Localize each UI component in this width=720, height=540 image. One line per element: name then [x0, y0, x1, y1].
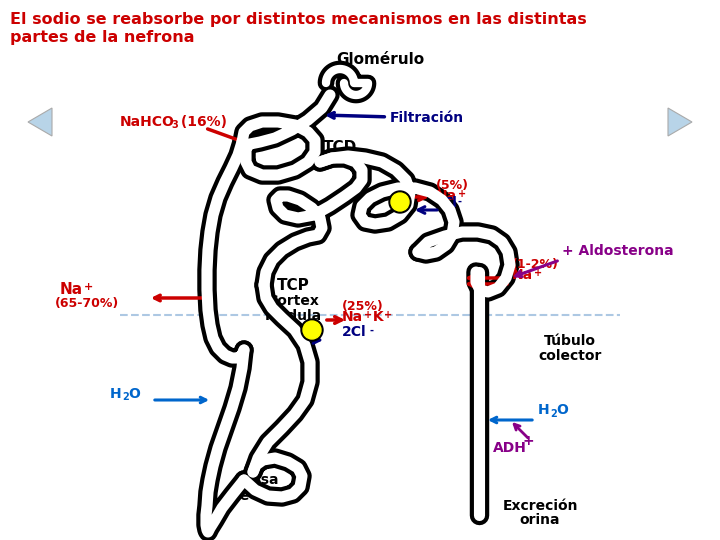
Circle shape	[301, 319, 323, 341]
Text: Cl: Cl	[442, 196, 457, 210]
Text: El sodio se reabsorbe por distintos mecanismos en las distintas: El sodio se reabsorbe por distintos meca…	[10, 12, 587, 27]
Text: +: +	[534, 268, 542, 278]
Polygon shape	[668, 108, 692, 136]
Text: (16%): (16%)	[176, 115, 227, 129]
Text: 2: 2	[122, 392, 129, 402]
Circle shape	[391, 193, 409, 211]
Text: orina: orina	[520, 513, 560, 527]
Text: TCP: TCP	[276, 278, 310, 293]
Text: +: +	[458, 189, 466, 199]
Text: Na: Na	[512, 268, 533, 282]
Text: K: K	[368, 310, 384, 324]
Text: TCD: TCD	[323, 140, 357, 156]
Text: Glomérulo: Glomérulo	[336, 52, 424, 68]
Text: O: O	[128, 387, 140, 401]
Text: (5%): (5%)	[436, 179, 469, 192]
Text: Filtración: Filtración	[328, 111, 464, 125]
Text: O: O	[556, 403, 568, 417]
Text: Na: Na	[342, 310, 363, 324]
Text: Excreción: Excreción	[503, 499, 577, 513]
Text: +: +	[84, 282, 94, 292]
Text: colector: colector	[539, 349, 602, 363]
Text: 2Cl: 2Cl	[342, 325, 366, 339]
Text: Na: Na	[436, 189, 457, 203]
Text: partes de la nefrona: partes de la nefrona	[10, 30, 194, 45]
Text: Médula: Médula	[264, 309, 322, 323]
Text: + Aldosterona: + Aldosterona	[562, 244, 674, 258]
Text: 3: 3	[171, 120, 178, 130]
Circle shape	[389, 191, 411, 213]
Text: (65-70%): (65-70%)	[55, 298, 120, 310]
Text: Cortex: Cortex	[267, 294, 319, 308]
Text: +: +	[364, 310, 372, 320]
Text: -: -	[458, 197, 462, 207]
Text: 2: 2	[550, 409, 557, 419]
Text: (1-2%): (1-2%)	[512, 258, 559, 271]
Text: Túbulo: Túbulo	[544, 334, 596, 348]
Text: Na: Na	[60, 282, 83, 298]
Text: +: +	[384, 310, 392, 320]
Text: Asa
de Henle: Asa de Henle	[230, 473, 300, 503]
Text: H: H	[110, 387, 122, 401]
Text: -: -	[369, 326, 373, 336]
Circle shape	[303, 321, 321, 339]
Text: ADH: ADH	[493, 441, 527, 455]
Polygon shape	[28, 108, 52, 136]
Text: (25%): (25%)	[342, 300, 384, 313]
Text: NaHCO: NaHCO	[120, 115, 175, 129]
Text: H: H	[538, 403, 549, 417]
Text: +: +	[522, 434, 534, 448]
